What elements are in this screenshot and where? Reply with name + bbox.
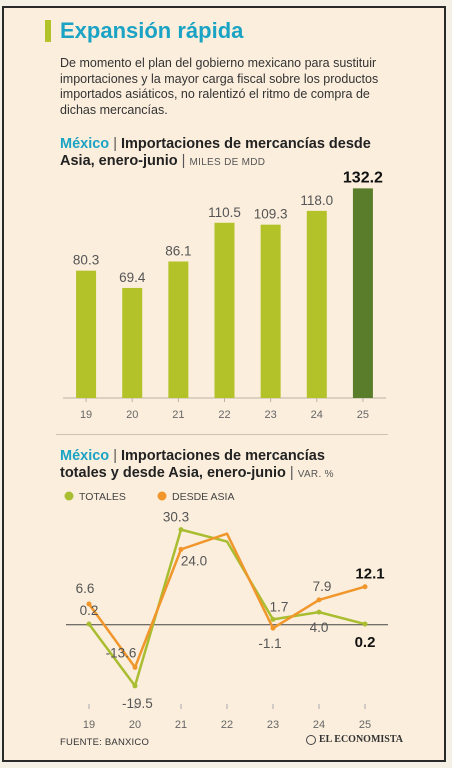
point-totales-20 [132,683,138,689]
bar-23 [260,224,281,398]
bar-22 [214,222,235,398]
chart2-separator: | [113,448,117,464]
bar-value-label-24: 118.0 [300,193,333,208]
point-totales-21 [178,527,184,533]
point-asia-24 [316,597,322,603]
line-x-tick-label-19: 19 [83,719,95,731]
line-x-tick-label-24: 24 [313,719,325,731]
data-label-asia-24: 7.9 [313,579,332,594]
x-tick-label-20: 20 [126,409,138,421]
point-asia-20 [132,664,138,670]
chart2-title-text: Importaciones de mercancías totales y de… [60,448,325,481]
bar-value-label-23: 109.3 [254,207,288,222]
x-tick-label-22: 22 [218,409,230,421]
bar-value-label-22: 110.5 [208,205,241,220]
chart2-units-separator: | [289,465,294,481]
legend-label-asia: DESDE ASIA [172,491,234,503]
data-label-asia-25: 12.1 [355,566,384,583]
legend-marker-totales [64,491,74,501]
bar-value-label-19: 80.3 [73,253,99,268]
point-asia-21 [178,546,184,552]
chart1-units-separator: | [181,153,186,169]
intro-text: De momento el plan del gobierno mexicano… [60,56,379,117]
chart1-title: México | Importaciones de mercancías des… [60,136,395,171]
data-label-asia-21: 24.0 [181,553,207,568]
bar-value-label-25: 132.2 [343,169,383,186]
brand-mark-icon [306,734,316,745]
point-asia-19 [86,601,92,607]
x-tick-label-25: 25 [357,409,369,421]
x-tick-label-21: 21 [172,409,184,421]
line-x-tick-label-25: 25 [359,719,371,731]
bar-21 [168,261,189,398]
data-label-asia-23: -1.1 [258,636,281,651]
chart2-country: México [60,448,110,464]
point-totales-23 [270,616,276,622]
data-label-totales-20: -19.5 [122,696,153,711]
bar-20 [122,287,143,398]
point-totales-24 [316,609,322,615]
bar-19 [76,270,97,398]
bar-value-label-21: 86.1 [165,243,191,258]
chart2-units: VAR. % [297,469,334,480]
x-tick-label-19: 19 [80,409,92,421]
x-tick-label-24: 24 [311,409,323,421]
line-x-tick-label-20: 20 [129,719,141,731]
legend-label-totales: TOTALES [79,491,126,503]
source-note: FUENTE: BANXICO [60,737,150,748]
legend-marker-asia [157,491,167,501]
chart1-units: MILES DE MDD [189,157,266,168]
brand-name: EL ECONOMISTA [319,734,403,745]
title-accent-bar [45,20,51,42]
line-x-tick-label-23: 23 [267,719,279,731]
data-label-asia-19: 6.6 [76,581,95,596]
page-title: Expansión rápida [60,18,244,43]
line-x-tick-label-21: 21 [175,719,187,731]
section-divider [56,434,388,435]
chart1-separator: | [113,136,117,152]
point-asia-23 [270,625,276,631]
point-totales-25 [362,621,368,627]
chart1-title-text: Importaciones de mercancías desde Asia, … [60,136,371,169]
data-label-asia-20: -13.6 [106,645,137,660]
chart1-country: México [60,136,110,152]
x-tick-label-23: 23 [265,409,277,421]
brand-logo: EL ECONOMISTA [306,734,403,745]
point-asia-25 [362,584,368,590]
data-label-totales-21: 30.3 [163,510,189,525]
data-label-totales-23: 1.7 [270,599,289,614]
bar-value-label-20: 69.4 [119,270,146,285]
data-label-totales-25: 0.2 [355,634,376,651]
data-label-totales-24: 4.0 [310,620,329,635]
data-label-totales-19: 0.2 [80,603,99,618]
bar-25 [352,188,373,398]
chart2-title: México | Importaciones de mercancías tot… [60,448,370,483]
bar-24 [306,210,327,398]
line-x-tick-label-22: 22 [221,719,233,731]
point-totales-19 [86,621,92,627]
